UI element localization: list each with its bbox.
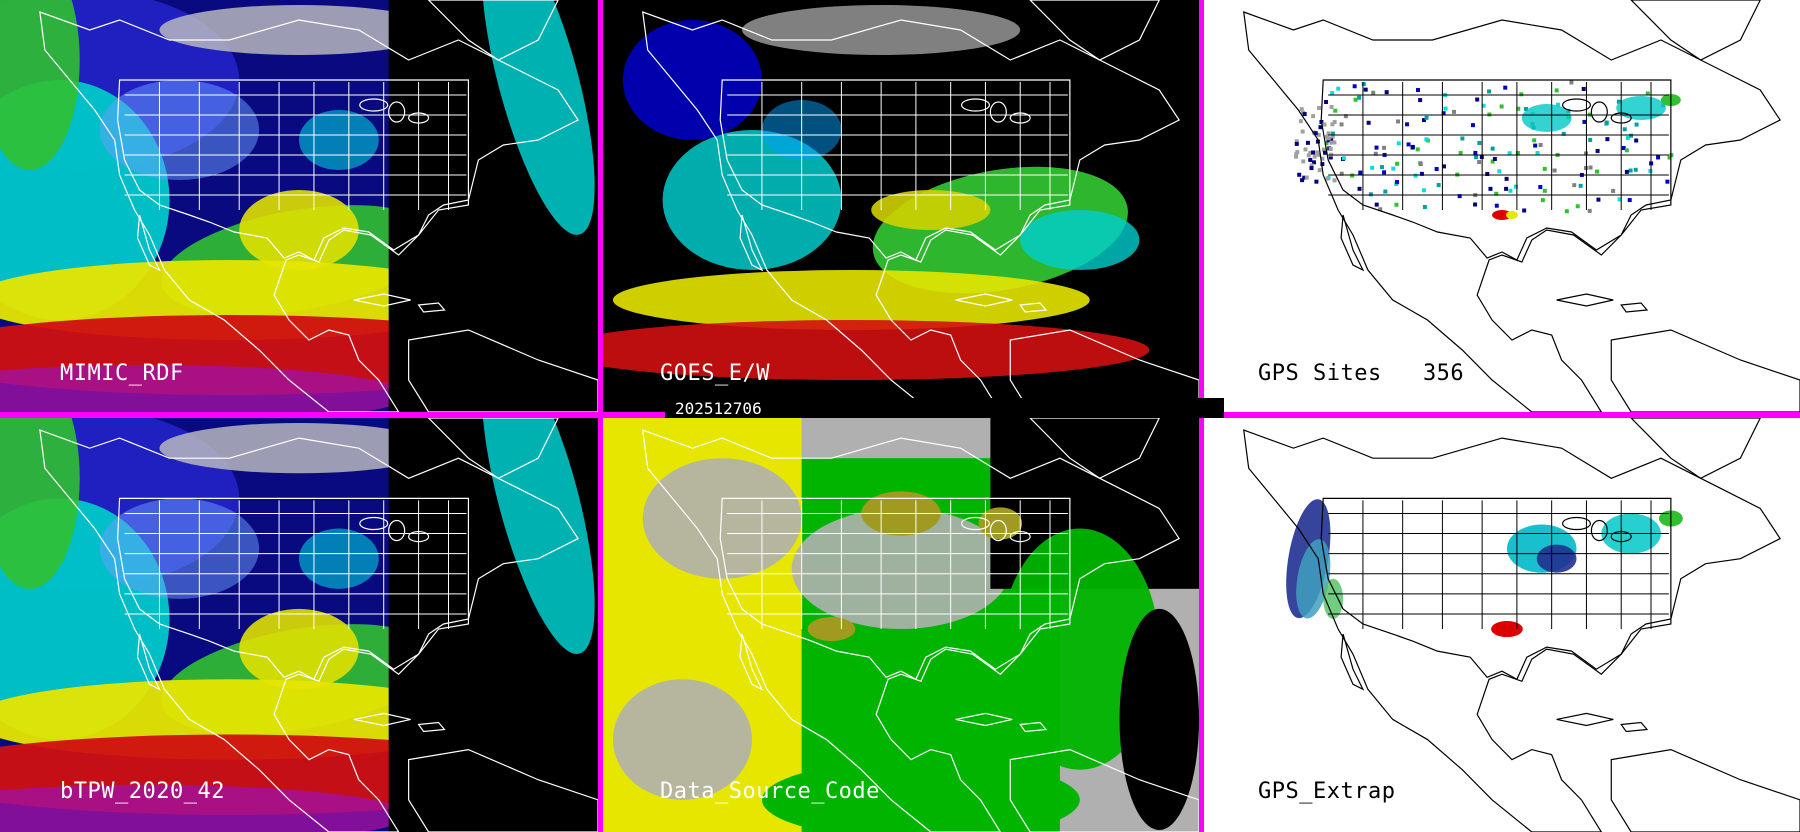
- coastline-map: [642, 418, 1199, 832]
- panel-label-gps-extrap: GPS_Extrap: [1258, 779, 1396, 804]
- panel-label-btpw: bTPW_2020_42: [60, 779, 225, 804]
- panel-gps-sites: [1204, 0, 1800, 412]
- gps-map: [1204, 0, 1800, 412]
- coastline-map: [1243, 0, 1800, 412]
- coastline-map: [39, 418, 598, 832]
- timestamp-text: 202512706: [675, 399, 762, 418]
- panel-label-gps-sites: GPS Sites 356: [1258, 361, 1465, 386]
- panel-label-goes-ew: GOES_E/W: [660, 361, 770, 386]
- goes-map: [603, 0, 1199, 412]
- coastline-map: [642, 0, 1199, 412]
- panel-gps-extrap: [1204, 418, 1800, 832]
- timestamp-bar: 202512706: [665, 398, 1224, 418]
- coastline-map: [39, 0, 598, 412]
- gpsx-map: [1204, 418, 1800, 832]
- panel-mimic-rdf: [0, 0, 598, 412]
- coastline-map: [1243, 418, 1800, 832]
- panel-data-source-code: [603, 418, 1199, 832]
- dsc-map: [603, 418, 1199, 832]
- panel-label-data-source-code: Data_Source_Code: [660, 779, 880, 804]
- mimic-map: [0, 0, 598, 412]
- panel-btpw: [0, 418, 598, 832]
- btpw-map: [0, 418, 598, 832]
- panel-label-mimic-rdf: MIMIC_RDF: [60, 361, 184, 386]
- panel-goes-ew: [603, 0, 1199, 412]
